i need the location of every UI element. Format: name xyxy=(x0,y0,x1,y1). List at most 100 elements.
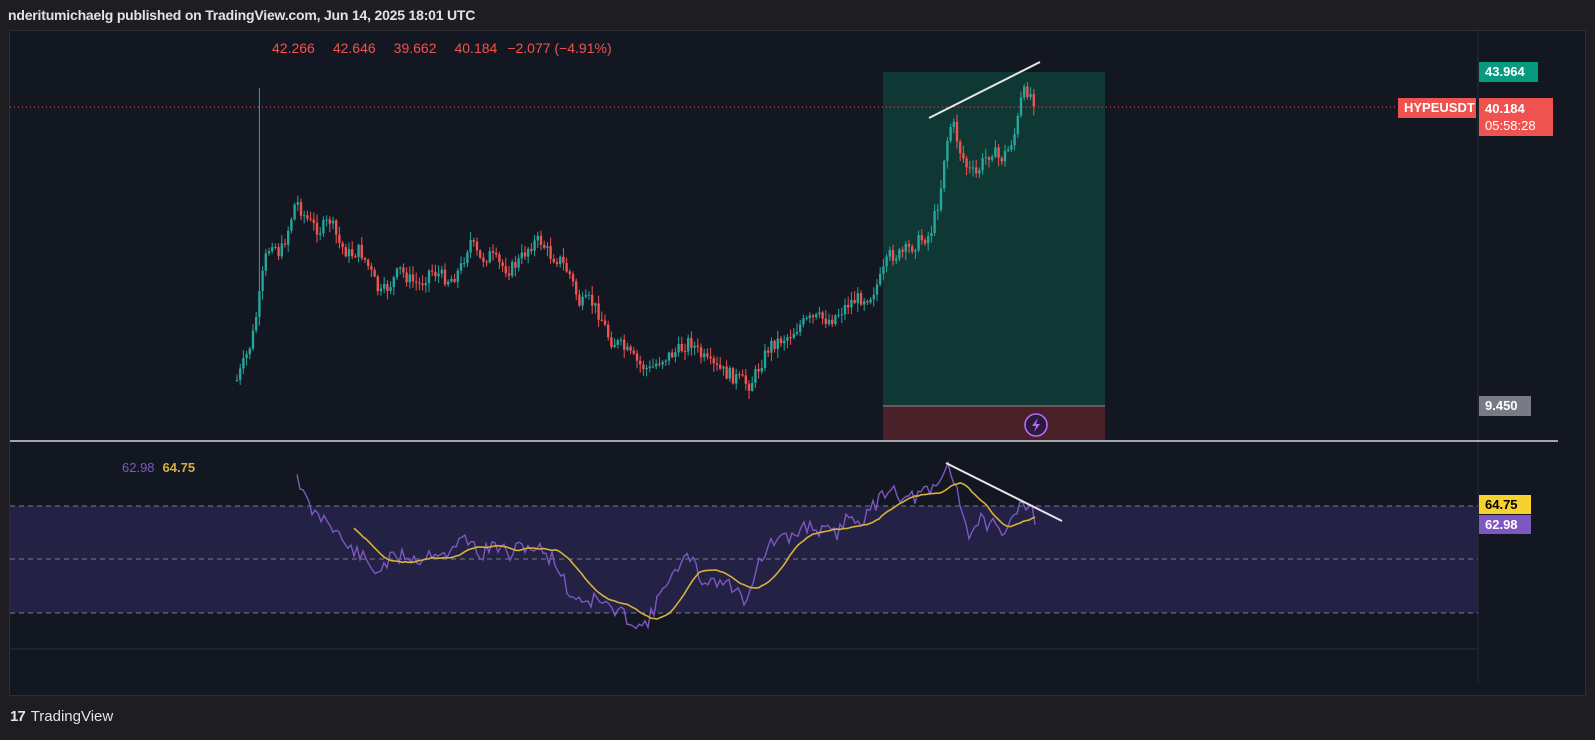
candle-body xyxy=(248,348,251,355)
candle-body xyxy=(504,266,507,274)
candle-body xyxy=(683,351,687,353)
candle-body xyxy=(821,312,824,319)
candle-body xyxy=(389,287,392,291)
candle-body xyxy=(751,382,754,391)
candle-body xyxy=(1010,145,1013,150)
candle-body xyxy=(485,261,488,263)
candle-body xyxy=(642,364,645,370)
candle-body xyxy=(549,246,552,259)
rsi-trendline[interactable] xyxy=(945,462,1063,522)
candle-body xyxy=(834,315,837,324)
candle-body xyxy=(799,324,802,333)
candle-body xyxy=(376,276,379,292)
candle-body xyxy=(264,253,267,271)
candle-body xyxy=(309,218,312,220)
candle-body xyxy=(962,153,965,159)
candle-body xyxy=(901,249,904,252)
candle-body xyxy=(875,284,879,295)
candle-body xyxy=(459,263,463,271)
candle-body xyxy=(456,270,459,282)
candle-body xyxy=(850,299,853,308)
last-price-value: 40.184 xyxy=(1485,101,1525,116)
candle-body xyxy=(1026,86,1029,97)
target-price-tag: 43.964 xyxy=(1479,62,1538,82)
candle-body xyxy=(261,270,264,292)
candle-body xyxy=(693,345,696,348)
lightning-glyph xyxy=(1032,418,1040,432)
candle-body xyxy=(555,261,559,264)
ohlc-close: 40.184 xyxy=(454,40,498,56)
candle-body xyxy=(322,219,325,234)
candle-body xyxy=(335,220,338,235)
candle-body xyxy=(879,273,882,285)
candle-body xyxy=(533,240,536,251)
candle-body xyxy=(415,281,418,283)
price-trendline[interactable] xyxy=(928,61,1041,119)
candle-body xyxy=(930,233,933,237)
candle-body xyxy=(783,340,786,344)
candle-body xyxy=(955,121,959,142)
candle-body xyxy=(405,272,408,283)
candle-body xyxy=(872,294,875,300)
candle-body xyxy=(987,157,991,160)
candle-body xyxy=(949,126,952,141)
candle-body xyxy=(827,319,831,324)
tradingview-logo-text: TradingView xyxy=(30,708,114,725)
candle-body xyxy=(562,256,565,263)
candle-body xyxy=(450,278,453,282)
candle-body xyxy=(1007,149,1010,151)
candle-body xyxy=(629,346,632,351)
candle-body xyxy=(578,294,581,306)
candle-body xyxy=(754,369,757,383)
candle-body xyxy=(543,244,546,248)
candle-body xyxy=(971,167,975,169)
candle-body xyxy=(280,243,283,257)
candle-body xyxy=(815,314,818,318)
candle-body xyxy=(891,250,895,261)
candle-body xyxy=(731,368,735,384)
candle-body xyxy=(527,248,530,257)
tradingview-logo-icon: 17 xyxy=(10,708,26,725)
candle-body xyxy=(802,318,805,325)
candle-body xyxy=(869,299,872,303)
candle-body xyxy=(591,294,594,306)
ohlc-low: 39.662 xyxy=(393,40,437,56)
candle-body xyxy=(239,368,242,380)
candle-body xyxy=(488,251,491,263)
candle-body xyxy=(1032,93,1035,107)
candle-body xyxy=(703,353,706,358)
candle-body xyxy=(808,315,811,319)
candle-body xyxy=(763,350,767,368)
candles-group[interactable] xyxy=(235,81,1035,399)
candle-body xyxy=(498,254,501,263)
candle-body xyxy=(283,243,287,245)
candle-body xyxy=(267,250,271,254)
candle-body xyxy=(779,338,783,344)
stop-zone[interactable] xyxy=(883,406,1105,440)
candle-body xyxy=(927,236,930,244)
candle-body xyxy=(994,147,997,157)
candle-body xyxy=(767,350,770,353)
candle-body xyxy=(786,337,789,341)
candle-body xyxy=(709,356,712,359)
ohlc-legend: 42.266 42.646 39.662 40.184 −2.077 (−4.9… xyxy=(272,40,612,56)
target-zone[interactable] xyxy=(883,72,1105,406)
candle-body xyxy=(981,158,984,171)
candle-body xyxy=(907,243,911,247)
candle-body xyxy=(437,273,440,277)
candle-body xyxy=(1013,134,1016,146)
candle-body xyxy=(434,271,437,277)
candle-body xyxy=(725,366,728,379)
candle-body xyxy=(699,347,703,358)
candle-body xyxy=(952,121,955,127)
top-bar: nderitumichaelg published on TradingView… xyxy=(0,0,1595,30)
candle-body xyxy=(859,293,863,305)
candle-body xyxy=(664,360,667,362)
candle-body xyxy=(255,316,258,331)
candle-body xyxy=(242,358,245,369)
candle-body xyxy=(792,333,795,338)
candle-body xyxy=(965,158,968,168)
tradingview-logo[interactable]: 17 TradingView xyxy=(10,708,113,725)
candle-body xyxy=(722,366,725,369)
